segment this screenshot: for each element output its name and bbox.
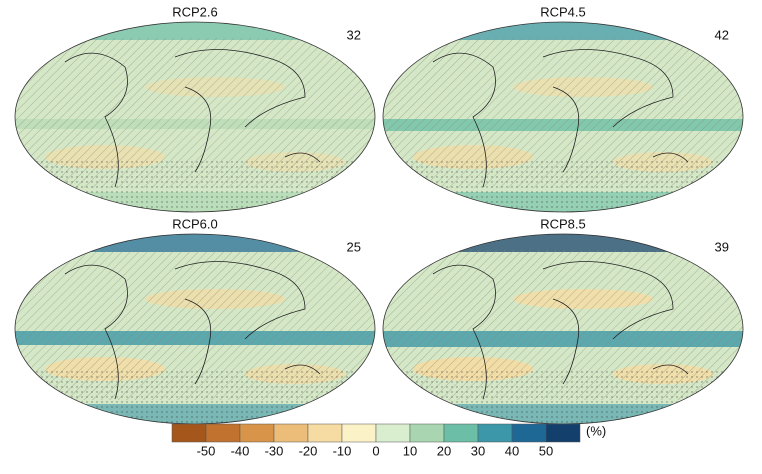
colorbar-box: [273, 423, 309, 443]
panel-title: RCP8.5: [540, 216, 586, 231]
colorbar-tick-label: -40: [231, 443, 250, 458]
colorbar-tick-label: 10: [403, 443, 417, 458]
stippling: [15, 370, 375, 424]
colorbar-box: [545, 423, 581, 443]
stippling: [383, 158, 743, 212]
colorbar-tick-label: 0: [372, 443, 379, 458]
map-outline: [382, 21, 744, 213]
coastline: [64, 261, 321, 400]
colorbar-box: [511, 423, 547, 443]
colorbar-box: [409, 423, 445, 443]
panel-number: 42: [715, 27, 729, 42]
colorbar-box: [477, 423, 513, 443]
colorbar-box: [239, 423, 275, 443]
coastline: [432, 49, 689, 188]
panel-title: RCP2.6: [172, 4, 218, 19]
stippling: [15, 158, 375, 212]
polar-band: [15, 234, 375, 252]
polar-band: [383, 22, 743, 40]
panel-number: 32: [347, 27, 361, 42]
polar-band: [15, 22, 375, 40]
colorbar-box: [341, 423, 377, 443]
colorbar-box: [205, 423, 241, 443]
colorbar-tick-label: -10: [333, 443, 352, 458]
map: [15, 22, 375, 212]
panel-title: RCP4.5: [540, 4, 586, 19]
colorbar-box: [171, 423, 207, 443]
panel-title: RCP6.0: [172, 216, 218, 231]
colorbar-box: [307, 423, 343, 443]
colorbar-tick-label: -20: [299, 443, 318, 458]
map: [15, 234, 375, 424]
colorbar-box: [375, 423, 411, 443]
colorbar-tick-label: -50: [197, 443, 216, 458]
colorbar-tick-label: 40: [505, 443, 519, 458]
colorbar-box: [443, 423, 479, 443]
stippling: [383, 370, 743, 424]
colorbar-tick-label: 50: [539, 443, 553, 458]
map-outline: [14, 21, 376, 213]
map: [383, 234, 743, 424]
colorbar-tick-label: 20: [437, 443, 451, 458]
coastline: [432, 261, 689, 400]
panel-number: 25: [347, 239, 361, 254]
coastline: [64, 49, 321, 188]
colorbar-tick-label: 30: [471, 443, 485, 458]
map: [383, 22, 743, 212]
colorbar-unit: (%): [586, 423, 606, 438]
panel-number: 39: [715, 239, 729, 254]
polar-band: [383, 234, 743, 252]
colorbar-tick-label: -30: [265, 443, 284, 458]
